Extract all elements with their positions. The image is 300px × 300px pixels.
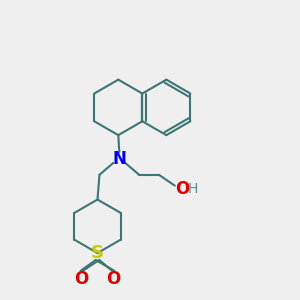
Text: N: N <box>112 150 126 168</box>
Text: S: S <box>91 244 104 262</box>
Text: H: H <box>188 182 198 196</box>
Text: O: O <box>74 270 89 288</box>
Text: O: O <box>176 180 190 198</box>
Text: O: O <box>106 270 121 288</box>
